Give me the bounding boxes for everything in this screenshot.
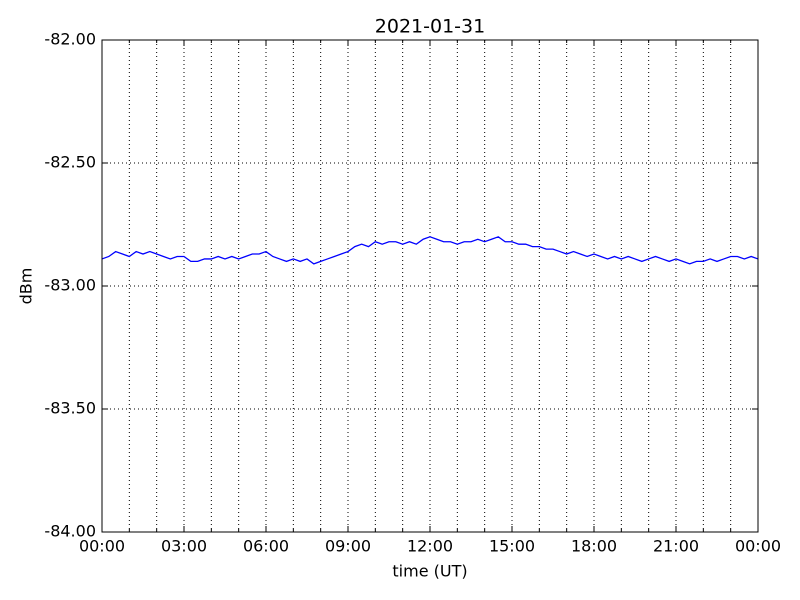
x-axis-label: time (UT) (392, 562, 467, 581)
chart-title: 2021-01-31 (375, 16, 485, 38)
y-tick-label: -84.00 (44, 522, 96, 541)
x-tick-label: 15:00 (489, 537, 535, 556)
x-tick-label: 09:00 (325, 537, 371, 556)
x-tick-label: 12:00 (407, 537, 453, 556)
plot-frame (101, 39, 759, 533)
x-tick-label: 06:00 (243, 537, 289, 556)
x-tick-label: 21:00 (653, 537, 699, 556)
y-tick-label: -83.50 (44, 399, 96, 418)
data-line (101, 236, 759, 265)
y-tick-label: -82.50 (44, 153, 96, 172)
x-tick-label: 03:00 (161, 537, 207, 556)
y-tick-label: -82.00 (44, 30, 96, 49)
x-tick-label: 00:00 (79, 537, 125, 556)
x-tick-label: 18:00 (571, 537, 617, 556)
y-axis-label: dBm (17, 268, 36, 305)
y-tick-label: -83.00 (44, 276, 96, 295)
x-tick-label: 00:00 (735, 537, 781, 556)
